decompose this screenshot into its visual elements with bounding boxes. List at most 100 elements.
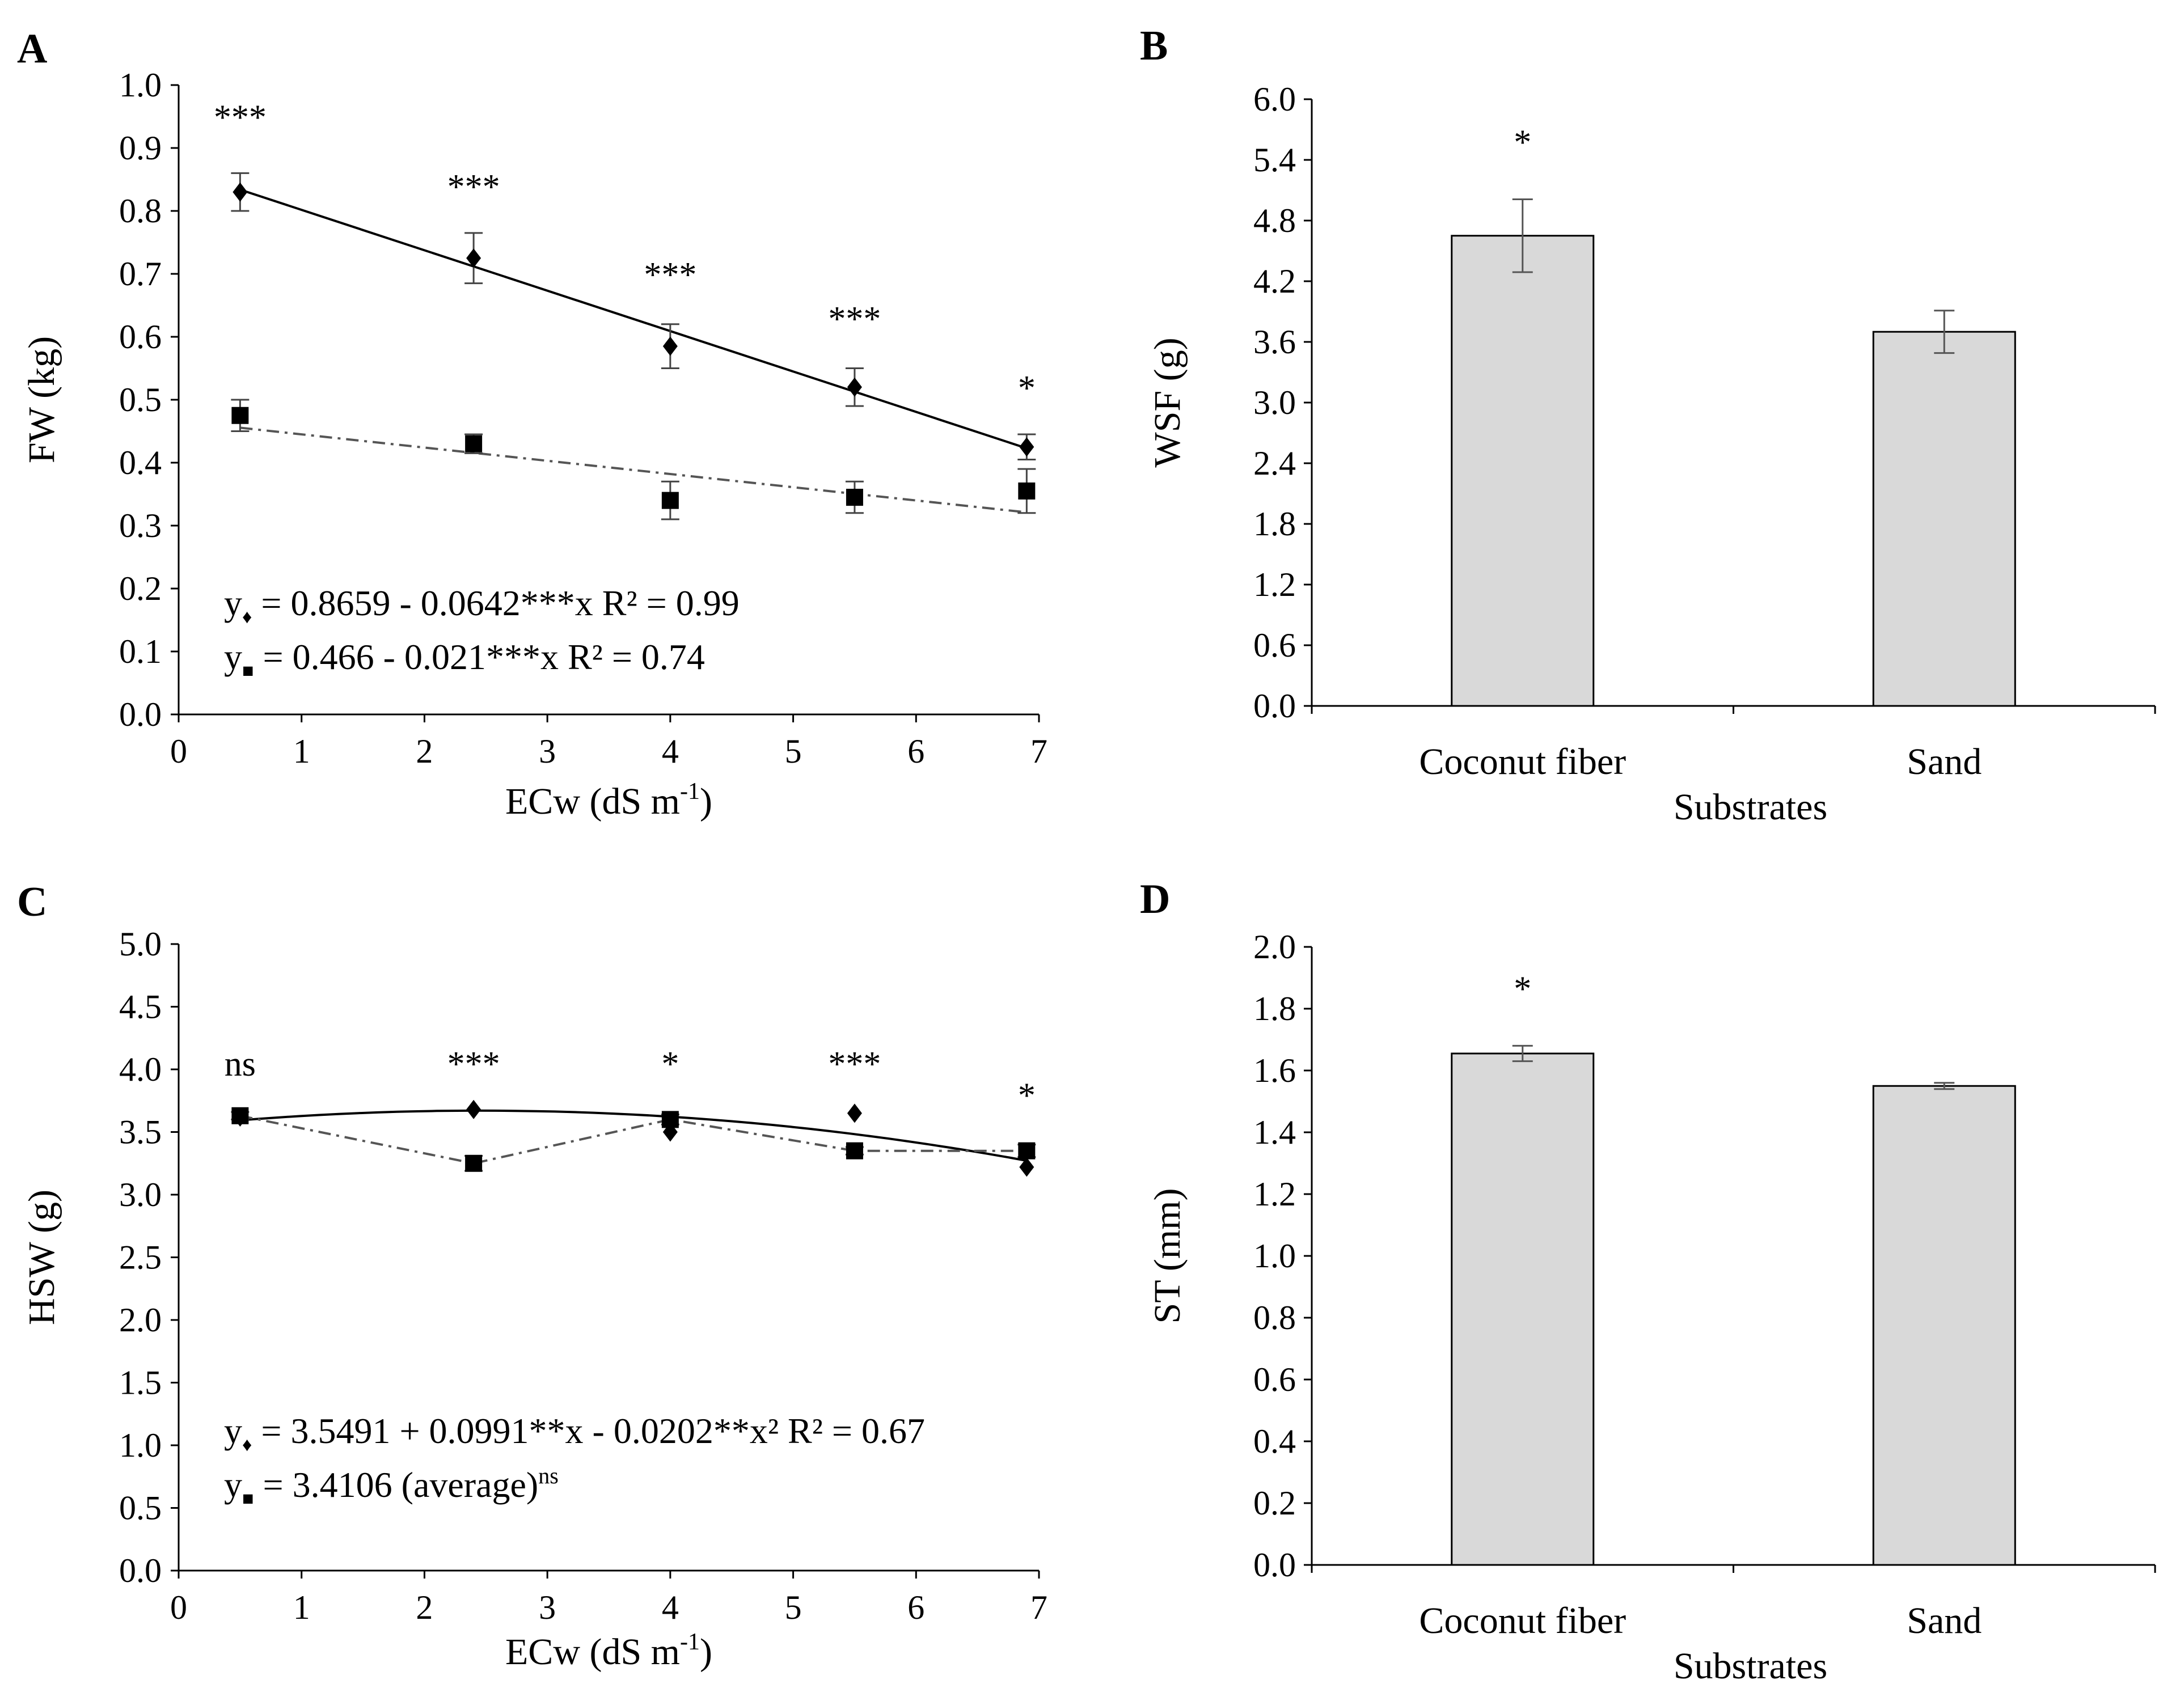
data-point-square bbox=[465, 435, 483, 452]
equation-subscript: ■ bbox=[242, 1488, 254, 1509]
significance-label: * bbox=[1018, 1076, 1036, 1115]
x-tick-label: 1 bbox=[293, 733, 310, 770]
y-tick-label: 0.0 bbox=[1253, 1546, 1296, 1584]
y-axis-title: ST (mm) bbox=[1147, 1188, 1188, 1324]
panel-letter: C bbox=[17, 879, 47, 925]
y-tick-label: 0.6 bbox=[1253, 1361, 1296, 1398]
x-axis-title: Substrates bbox=[1674, 1645, 1827, 1687]
data-point-diamond bbox=[466, 1099, 481, 1119]
y-tick-label: 2.0 bbox=[1253, 928, 1296, 966]
significance-label: *** bbox=[447, 168, 500, 206]
y-tick-label: 1.5 bbox=[119, 1364, 162, 1402]
y-tick-label: 1.0 bbox=[119, 66, 162, 104]
y-tick-label: 0.6 bbox=[119, 318, 162, 356]
y-tick-label: 1.0 bbox=[119, 1427, 162, 1464]
y-tick-label: 1.2 bbox=[1253, 1175, 1296, 1213]
y-tick-label: 0.2 bbox=[119, 570, 162, 607]
x-tick-label: 2 bbox=[416, 1589, 433, 1626]
data-point-diamond bbox=[233, 182, 248, 202]
y-tick-label: 0.6 bbox=[1253, 627, 1296, 664]
significance-label: ns bbox=[225, 1045, 256, 1084]
equation-y: y bbox=[224, 1465, 242, 1505]
y-tick-label: 0.5 bbox=[119, 381, 162, 418]
panel-letter: A bbox=[17, 26, 47, 72]
y-tick-label: 4.0 bbox=[119, 1051, 162, 1088]
y-tick-label: 6.0 bbox=[1253, 81, 1296, 118]
category-label: Coconut fiber bbox=[1419, 1600, 1626, 1641]
equation-body: = 3.5491 + 0.0991**x - 0.0202**x² R² = 0… bbox=[252, 1411, 925, 1451]
equation-subscript: ♦ bbox=[242, 1435, 252, 1455]
y-tick-label: 0.1 bbox=[119, 633, 162, 670]
data-point-diamond bbox=[662, 336, 678, 356]
y-axis-title: HSW (g) bbox=[21, 1190, 62, 1325]
fit-line-square bbox=[240, 426, 1027, 514]
significance-label: *** bbox=[644, 256, 696, 294]
y-tick-label: 0.5 bbox=[119, 1490, 162, 1527]
y-tick-label: 2.4 bbox=[1253, 445, 1296, 482]
data-point-diamond bbox=[1019, 1157, 1034, 1177]
significance-label: * bbox=[661, 1045, 679, 1084]
x-axis-title-end: ) bbox=[700, 1631, 712, 1673]
x-axis-title-end: ) bbox=[700, 781, 712, 822]
regression-equation: y■ = 0.466 - 0.021***x R² = 0.74 bbox=[224, 637, 705, 682]
y-tick-label: 0.4 bbox=[1253, 1423, 1296, 1460]
x-tick-label: 7 bbox=[1030, 1589, 1047, 1626]
bar-sand bbox=[1872, 331, 2016, 707]
regression-equation: y■ = 3.4106 (average)ns bbox=[224, 1463, 559, 1509]
y-tick-label: 5.4 bbox=[1253, 141, 1296, 179]
x-axis-title-main: ECw (dS m bbox=[505, 781, 680, 822]
y-tick-label: 0.0 bbox=[1253, 687, 1296, 725]
y-tick-label: 1.0 bbox=[1253, 1237, 1296, 1275]
y-tick-label: 0.0 bbox=[119, 696, 162, 733]
panel-a-line-chart: A 0.0 0.1 0.2 0.3 0.4 0.5 0.6 0.7 0.8 0.9 1.0 0 1 2 3 4 5… bbox=[17, 26, 1047, 822]
significance-label: *** bbox=[828, 300, 881, 338]
data-point-square bbox=[1018, 1142, 1036, 1160]
fit-line-diamond bbox=[239, 188, 1027, 450]
x-axis-title-main: ECw (dS m bbox=[505, 1631, 680, 1673]
x-tick-label: 1 bbox=[293, 1589, 310, 1626]
x-axis-title: Substrates bbox=[1674, 786, 1827, 828]
y-tick-label: 0.9 bbox=[119, 129, 162, 167]
x-tick-label: 5 bbox=[785, 733, 802, 770]
x-tick-label: 5 bbox=[785, 1589, 802, 1626]
equation-y: y bbox=[224, 637, 242, 677]
y-tick-label: 0.3 bbox=[119, 507, 162, 544]
data-point-square bbox=[661, 1111, 679, 1128]
significance-label: * bbox=[1514, 124, 1531, 162]
category-label: Coconut fiber bbox=[1419, 741, 1626, 782]
x-tick-label: 4 bbox=[662, 1589, 679, 1626]
equation-subscript: ■ bbox=[242, 661, 254, 682]
category-label: Sand bbox=[1907, 741, 1982, 782]
y-tick-label: 4.8 bbox=[1253, 202, 1296, 239]
panel-letter: B bbox=[1140, 23, 1168, 69]
y-tick-label: 0.7 bbox=[119, 255, 162, 293]
equation-y: y bbox=[224, 1411, 242, 1451]
y-tick-label: 3.0 bbox=[1253, 384, 1296, 421]
data-point-square bbox=[661, 492, 679, 509]
equation-body: = 3.4106 (average) bbox=[254, 1465, 539, 1505]
panel-b-bar-chart: B 0.0 0.6 1.2 1.8 2.4 3.0 3.6 4.2 4.8 5.4 6.0 WSF (g… bbox=[1140, 23, 2156, 828]
regression-equation: y♦ = 0.8659 - 0.0642***x R² = 0.99 bbox=[224, 583, 740, 628]
x-tick-label: 2 bbox=[416, 733, 433, 770]
x-axis-title: ECw (dS m-1) bbox=[505, 1629, 712, 1673]
regression-equation: y♦ = 3.5491 + 0.0991**x - 0.0202**x² R² … bbox=[224, 1411, 925, 1455]
bar-sand bbox=[1872, 1085, 2016, 1566]
x-tick-label: 7 bbox=[1030, 733, 1047, 770]
y-tick-label: 1.6 bbox=[1253, 1052, 1296, 1089]
data-point-square bbox=[231, 1107, 249, 1124]
x-axis-title-sup: -1 bbox=[680, 1629, 700, 1655]
category-label: Sand bbox=[1907, 1600, 1982, 1641]
y-tick-label: 1.4 bbox=[1253, 1114, 1296, 1151]
data-point-square bbox=[465, 1154, 483, 1172]
y-tick-label: 0.0 bbox=[119, 1552, 162, 1589]
significance-label: * bbox=[1018, 369, 1036, 408]
data-point-square bbox=[231, 407, 249, 424]
data-point-square bbox=[846, 1142, 863, 1160]
equation-subscript: ♦ bbox=[242, 607, 252, 628]
x-tick-label: 3 bbox=[539, 1589, 556, 1626]
y-tick-label: 1.8 bbox=[1253, 990, 1296, 1027]
equation-y: y bbox=[224, 583, 242, 623]
x-axis-title-sup: -1 bbox=[680, 778, 700, 805]
y-tick-label: 5.0 bbox=[119, 925, 162, 963]
